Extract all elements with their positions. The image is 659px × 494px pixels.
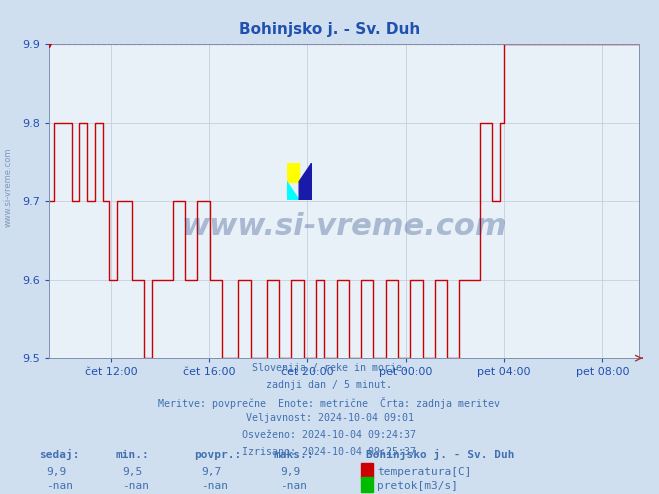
Text: www.si-vreme.com: www.si-vreme.com [181, 212, 507, 241]
Text: min.:: min.: [115, 451, 149, 460]
Text: -nan: -nan [280, 481, 307, 491]
Text: 9,9: 9,9 [46, 467, 67, 477]
Text: sedaj:: sedaj: [40, 450, 80, 460]
Text: zadnji dan / 5 minut.: zadnji dan / 5 minut. [266, 380, 393, 390]
Text: Osveženo: 2024-10-04 09:24:37: Osveženo: 2024-10-04 09:24:37 [243, 430, 416, 440]
Text: Bohinjsko j. - Sv. Duh: Bohinjsko j. - Sv. Duh [239, 22, 420, 37]
Text: -nan: -nan [201, 481, 228, 491]
Text: Meritve: povprečne  Enote: metrične  Črta: zadnja meritev: Meritve: povprečne Enote: metrične Črta:… [159, 397, 500, 409]
Text: 9,7: 9,7 [201, 467, 221, 477]
Text: 9,9: 9,9 [280, 467, 301, 477]
Text: Slovenija / reke in morje.: Slovenija / reke in morje. [252, 363, 407, 373]
Text: maks.:: maks.: [273, 451, 314, 460]
Text: pretok[m3/s]: pretok[m3/s] [377, 481, 458, 491]
Text: Bohinjsko j. - Sv. Duh: Bohinjsko j. - Sv. Duh [366, 450, 514, 460]
Text: -nan: -nan [46, 481, 73, 491]
Text: povpr.:: povpr.: [194, 451, 242, 460]
Text: -nan: -nan [122, 481, 149, 491]
Text: Veljavnost: 2024-10-04 09:01: Veljavnost: 2024-10-04 09:01 [246, 413, 413, 423]
Bar [287, 163, 299, 182]
Text: temperatura[C]: temperatura[C] [377, 467, 471, 477]
Polygon shape [299, 163, 312, 200]
Text: www.si-vreme.com: www.si-vreme.com [4, 148, 13, 227]
Text: 9,5: 9,5 [122, 467, 142, 477]
Polygon shape [287, 182, 299, 200]
Text: Izrisano: 2024-10-04 09:25:37: Izrisano: 2024-10-04 09:25:37 [243, 447, 416, 457]
